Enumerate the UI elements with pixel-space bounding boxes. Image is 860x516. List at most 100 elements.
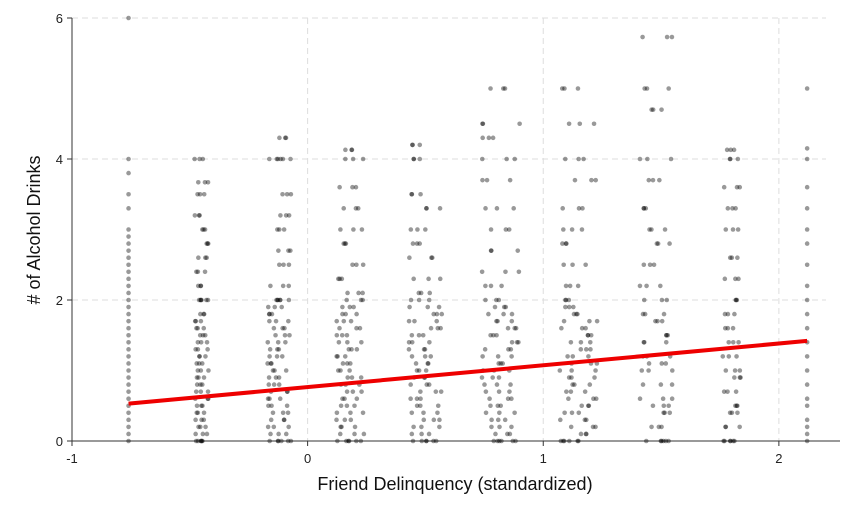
- data-point: [646, 177, 652, 183]
- data-point: [728, 147, 734, 153]
- grid-lines: [72, 17, 826, 441]
- data-point: [351, 227, 356, 232]
- data-point: [655, 318, 660, 324]
- data-point: [410, 438, 416, 444]
- data-point: [193, 389, 199, 394]
- data-point: [409, 340, 415, 345]
- data-point: [198, 382, 203, 387]
- data-point: [488, 248, 494, 253]
- data-point: [578, 431, 584, 437]
- data-point: [201, 311, 207, 317]
- data-point: [418, 191, 423, 197]
- data-point: [340, 361, 346, 366]
- data-point: [283, 368, 289, 373]
- data-point: [578, 347, 584, 352]
- fit-line-layer: [128, 338, 808, 406]
- data-point: [126, 325, 131, 331]
- data-point: [126, 332, 131, 338]
- data-point: [804, 368, 810, 373]
- data-point: [804, 438, 810, 444]
- data-point: [415, 227, 420, 232]
- data-point: [727, 410, 733, 416]
- data-point: [643, 206, 649, 211]
- data-point: [277, 297, 283, 303]
- data-point: [203, 255, 208, 260]
- data-point: [562, 156, 568, 162]
- data-point: [663, 438, 669, 444]
- data-point: [564, 389, 569, 394]
- data-point: [196, 297, 202, 303]
- data-point: [346, 438, 351, 444]
- data-point: [650, 403, 656, 409]
- data-point: [581, 156, 586, 162]
- data-point: [507, 431, 513, 437]
- data-point: [267, 156, 272, 162]
- data-point: [576, 206, 582, 211]
- data-point: [639, 368, 645, 373]
- data-point: [265, 361, 270, 366]
- data-point: [735, 227, 741, 232]
- data-point: [728, 438, 733, 444]
- data-point: [664, 332, 669, 338]
- data-point: [436, 304, 442, 310]
- data-point: [344, 438, 349, 444]
- data-point: [500, 361, 506, 366]
- data-point: [489, 248, 494, 253]
- data-point: [339, 276, 345, 282]
- fit-line: [128, 338, 808, 406]
- data-point: [593, 177, 599, 183]
- data-point: [582, 389, 588, 394]
- data-point: [276, 375, 282, 380]
- data-point: [270, 410, 276, 416]
- data-point: [126, 382, 131, 387]
- data-point: [736, 276, 741, 282]
- data-point: [495, 403, 501, 409]
- data-point: [126, 340, 131, 345]
- data-point: [641, 206, 647, 211]
- data-point: [345, 340, 350, 345]
- data-point: [194, 403, 200, 409]
- data-point: [484, 177, 490, 183]
- data-point: [659, 107, 664, 112]
- data-point: [337, 325, 342, 331]
- data-point: [275, 340, 281, 345]
- data-point: [438, 389, 444, 394]
- data-point: [512, 325, 517, 331]
- data-point: [569, 375, 574, 380]
- data-point: [425, 304, 431, 310]
- data-point: [503, 269, 508, 275]
- data-point: [354, 396, 360, 402]
- data-point: [413, 361, 419, 366]
- data-point: [270, 368, 276, 373]
- data-point: [804, 146, 810, 151]
- data-point: [513, 438, 518, 444]
- data-point: [202, 227, 208, 232]
- data-point: [200, 431, 206, 437]
- data-point: [726, 340, 732, 345]
- data-point: [488, 86, 493, 91]
- data-point: [267, 347, 273, 352]
- data-point: [560, 206, 566, 211]
- data-point: [338, 403, 344, 409]
- data-point: [410, 241, 416, 246]
- data-point: [334, 354, 339, 359]
- data-point: [276, 248, 281, 253]
- data-point: [126, 255, 131, 260]
- data-point: [276, 227, 282, 232]
- data-point: [272, 304, 278, 310]
- data-point: [200, 156, 206, 162]
- data-point: [419, 424, 424, 430]
- data-point: [804, 227, 810, 232]
- data-point: [496, 389, 502, 394]
- data-point: [414, 368, 420, 373]
- data-point: [496, 297, 502, 303]
- data-point: [562, 86, 567, 91]
- data-point: [591, 396, 596, 402]
- data-point: [727, 156, 733, 162]
- data-point: [195, 325, 200, 331]
- data-point: [571, 304, 576, 310]
- data-point: [509, 318, 515, 324]
- data-point: [428, 325, 434, 331]
- data-point: [649, 227, 654, 232]
- data-point: [563, 297, 568, 303]
